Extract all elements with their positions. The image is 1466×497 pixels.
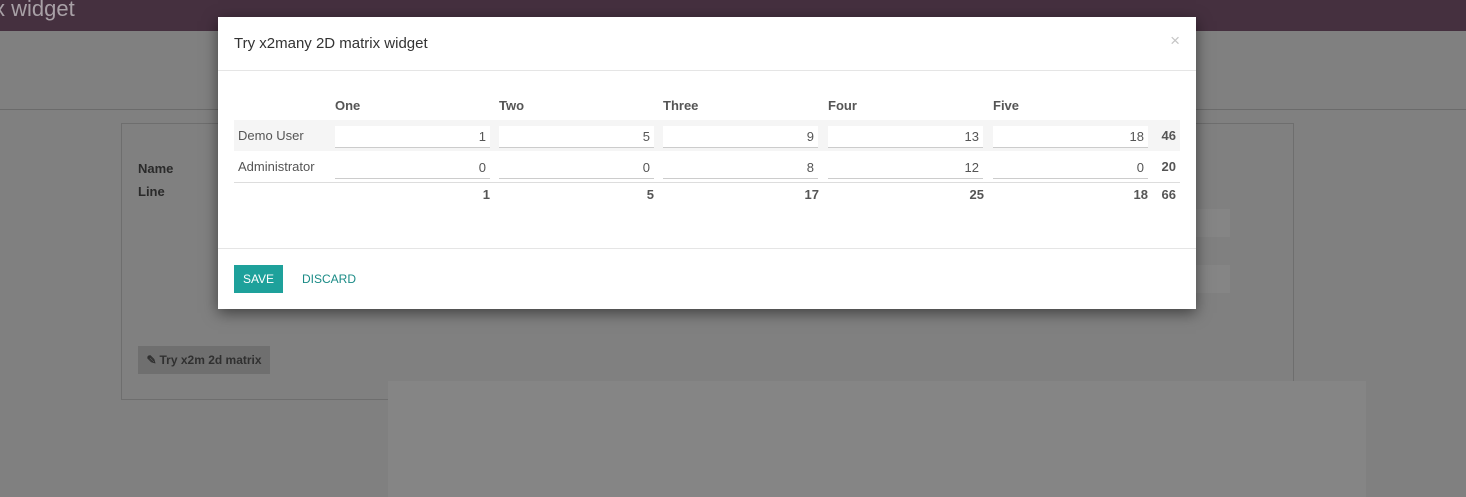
field-box bbox=[1195, 209, 1230, 237]
table-row: Demo User 46 bbox=[234, 120, 1180, 151]
matrix-cell-input[interactable] bbox=[828, 156, 983, 179]
column-total: 1 bbox=[335, 182, 499, 206]
matrix-cell-input[interactable] bbox=[499, 125, 654, 148]
matrix-cell-input[interactable] bbox=[993, 156, 1148, 179]
matrix-cell-input[interactable] bbox=[499, 156, 654, 179]
column-total: 5 bbox=[499, 182, 663, 206]
page-title: x widget bbox=[0, 0, 75, 21]
totals-row: 1 5 17 25 18 66 bbox=[234, 182, 1180, 206]
name-label: Name bbox=[138, 161, 174, 176]
row-total: 46 bbox=[1161, 128, 1176, 143]
row-total: 20 bbox=[1161, 159, 1176, 174]
column-header: Three bbox=[663, 98, 699, 113]
matrix-cell-input[interactable] bbox=[335, 156, 490, 179]
row-label: Administrator bbox=[238, 159, 315, 174]
matrix-cell-input[interactable] bbox=[335, 125, 490, 148]
column-total: 25 bbox=[828, 182, 993, 206]
matrix-cell-input[interactable] bbox=[663, 156, 818, 179]
edit-icon: ✎ bbox=[146, 353, 157, 367]
matrix-table: One Two Three Four Five Demo User 46 Adm… bbox=[234, 98, 1180, 206]
grand-total: 66 bbox=[1157, 182, 1180, 206]
column-total: 18 bbox=[993, 182, 1157, 206]
column-header: Four bbox=[828, 98, 857, 113]
dialog-footer-divider bbox=[218, 248, 1196, 249]
chatter-area bbox=[388, 381, 1366, 497]
dialog-title: Try x2many 2D matrix widget bbox=[234, 35, 428, 52]
close-icon[interactable]: × bbox=[1170, 31, 1180, 50]
column-header: Five bbox=[993, 98, 1020, 113]
column-header: Two bbox=[499, 98, 525, 113]
matrix-dialog: Try x2many 2D matrix widget × One Two Th… bbox=[218, 17, 1196, 309]
column-header: One bbox=[335, 98, 361, 113]
save-button[interactable]: SAVE bbox=[234, 265, 283, 293]
line-label: Line bbox=[138, 184, 165, 199]
matrix-cell-input[interactable] bbox=[663, 125, 818, 148]
row-label: Demo User bbox=[238, 128, 304, 143]
discard-button[interactable]: DISCARD bbox=[294, 265, 364, 293]
matrix-cell-input[interactable] bbox=[993, 125, 1148, 148]
matrix-cell-input[interactable] bbox=[828, 125, 983, 148]
column-total: 17 bbox=[663, 182, 828, 206]
field-box bbox=[1195, 265, 1230, 293]
table-row: Administrator 20 bbox=[234, 151, 1180, 183]
try-matrix-button[interactable]: ✎ Try x2m 2d matrix bbox=[138, 346, 270, 374]
